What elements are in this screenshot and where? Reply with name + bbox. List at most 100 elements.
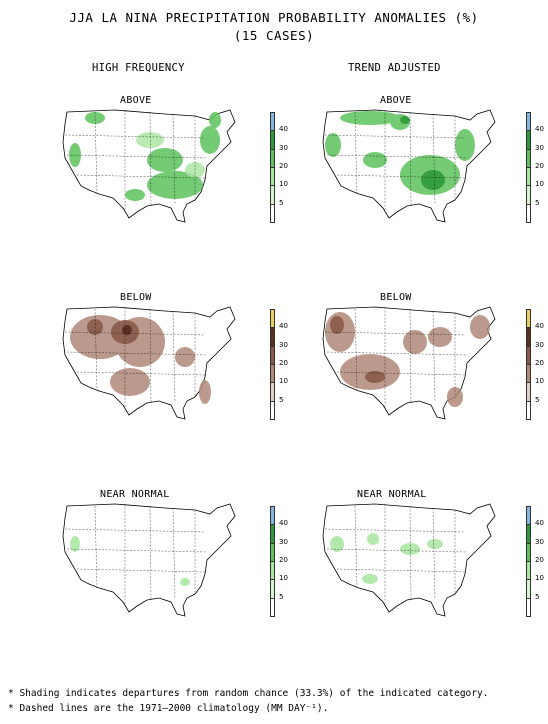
panel-label-ta-near: NEAR NORMAL [357,489,427,500]
state-boundaries [64,110,208,210]
figure-subtitle: (15 CASES) [233,28,315,43]
legend-swatch [526,506,531,526]
legend-swatch [270,561,275,581]
legend-swatch [270,148,275,168]
panel-label-hf-below: BELOW [120,292,152,303]
legend-label: 20 [535,359,544,367]
state-boundaries [64,504,208,604]
panel-label-hf-near: NEAR NORMAL [100,489,170,500]
legend-label: 20 [535,162,544,170]
legend-swatch [526,597,531,617]
map-ta-near [322,503,496,617]
legend-label: 40 [535,322,544,331]
legend-label: 20 [279,359,288,367]
legend-label: 40 [279,125,288,134]
panel-label-hf-above: ABOVE [120,95,152,106]
legend-swatch [526,112,531,132]
legend-swatch [270,112,275,132]
anomaly-shading [70,536,190,586]
legend-label: 20 [279,162,288,170]
legend-swatch [526,579,531,599]
state-boundaries [324,110,468,210]
legend-label: 30 [535,340,544,349]
legend-label: 30 [279,143,288,152]
legend-swatch [270,167,275,187]
legend-label: 5 [535,592,540,601]
legend-swatch [270,309,275,329]
state-boundaries [64,307,208,407]
legend-label: 30 [279,537,288,546]
legend-swatch [526,148,531,168]
legend-swatch [526,327,531,347]
legend-swatch [526,524,531,544]
legend-swatch [270,185,275,205]
legend-ta-above: 40 30 20 10 5 [526,112,548,223]
legend-swatch [526,400,531,420]
legend-swatch [526,364,531,384]
column-heading-trend-adjusted: TREND ADJUSTED [348,62,441,74]
state-boundaries [324,307,468,407]
legend-label: 10 [279,377,288,386]
map-hf-above [62,109,236,223]
figure-title: JJA LA NINA PRECIPITATION PROBABILITY AN… [69,10,479,25]
legend-ta-below: 40 30 20 10 5 [526,309,548,420]
legend-label: 10 [279,574,288,583]
map-ta-above [322,109,496,223]
legend-swatch [270,597,275,617]
panel-label-ta-below: BELOW [380,292,412,303]
legend-label: 20 [535,556,544,564]
map-hf-near [62,503,236,617]
legend-swatch [270,382,275,402]
legend-label: 5 [279,198,284,207]
legend-label: 5 [279,592,284,601]
legend-label: 10 [535,377,544,386]
legend-swatch [270,364,275,384]
legend-label: 40 [279,322,288,331]
legend-label: 30 [535,537,544,546]
legend-swatch [526,130,531,150]
legend-hf-below: 40 30 20 10 5 [270,309,300,420]
legend-label: 40 [535,519,544,528]
legend-swatch [270,506,275,526]
legend-swatch [526,345,531,365]
panel-label-ta-above: ABOVE [380,95,412,106]
legend-label: 20 [279,556,288,564]
legend-label: 40 [535,125,544,134]
legend-label: 10 [535,180,544,189]
state-boundaries [324,504,468,604]
legend-hf-near: 40 30 20 10 5 [270,506,300,617]
legend-label: 5 [535,198,540,207]
legend-swatch [270,345,275,365]
legend-swatch [270,130,275,150]
legend-swatch [270,400,275,420]
us-outline [62,503,236,617]
legend-swatch [526,185,531,205]
legend-swatch [270,524,275,544]
legend-label: 10 [279,180,288,189]
legend-label: 10 [535,574,544,583]
us-outline [322,503,496,617]
legend-label: 5 [279,395,284,404]
legend-label: 5 [535,395,540,404]
legend-swatch [270,327,275,347]
column-heading-high-frequency: HIGH FREQUENCY [92,62,185,74]
legend-swatch [270,203,275,223]
map-ta-below [322,306,496,420]
footnote-dashed-lines: * Dashed lines are the 1971–2000 climato… [8,703,329,714]
legend-label: 30 [279,340,288,349]
map-hf-below [62,306,236,420]
footnote-shading: * Shading indicates departures from rand… [8,688,489,699]
legend-swatch [526,542,531,562]
legend-hf-above: 40 30 20 10 5 [270,112,300,223]
legend-swatch [526,167,531,187]
legend-label: 40 [279,519,288,528]
legend-ta-near: 40 30 20 10 5 [526,506,548,617]
legend-label: 30 [535,143,544,152]
legend-swatch [526,561,531,581]
anomaly-shading [330,533,443,584]
legend-swatch [270,579,275,599]
legend-swatch [526,309,531,329]
legend-swatch [270,542,275,562]
legend-swatch [526,382,531,402]
legend-swatch [526,203,531,223]
